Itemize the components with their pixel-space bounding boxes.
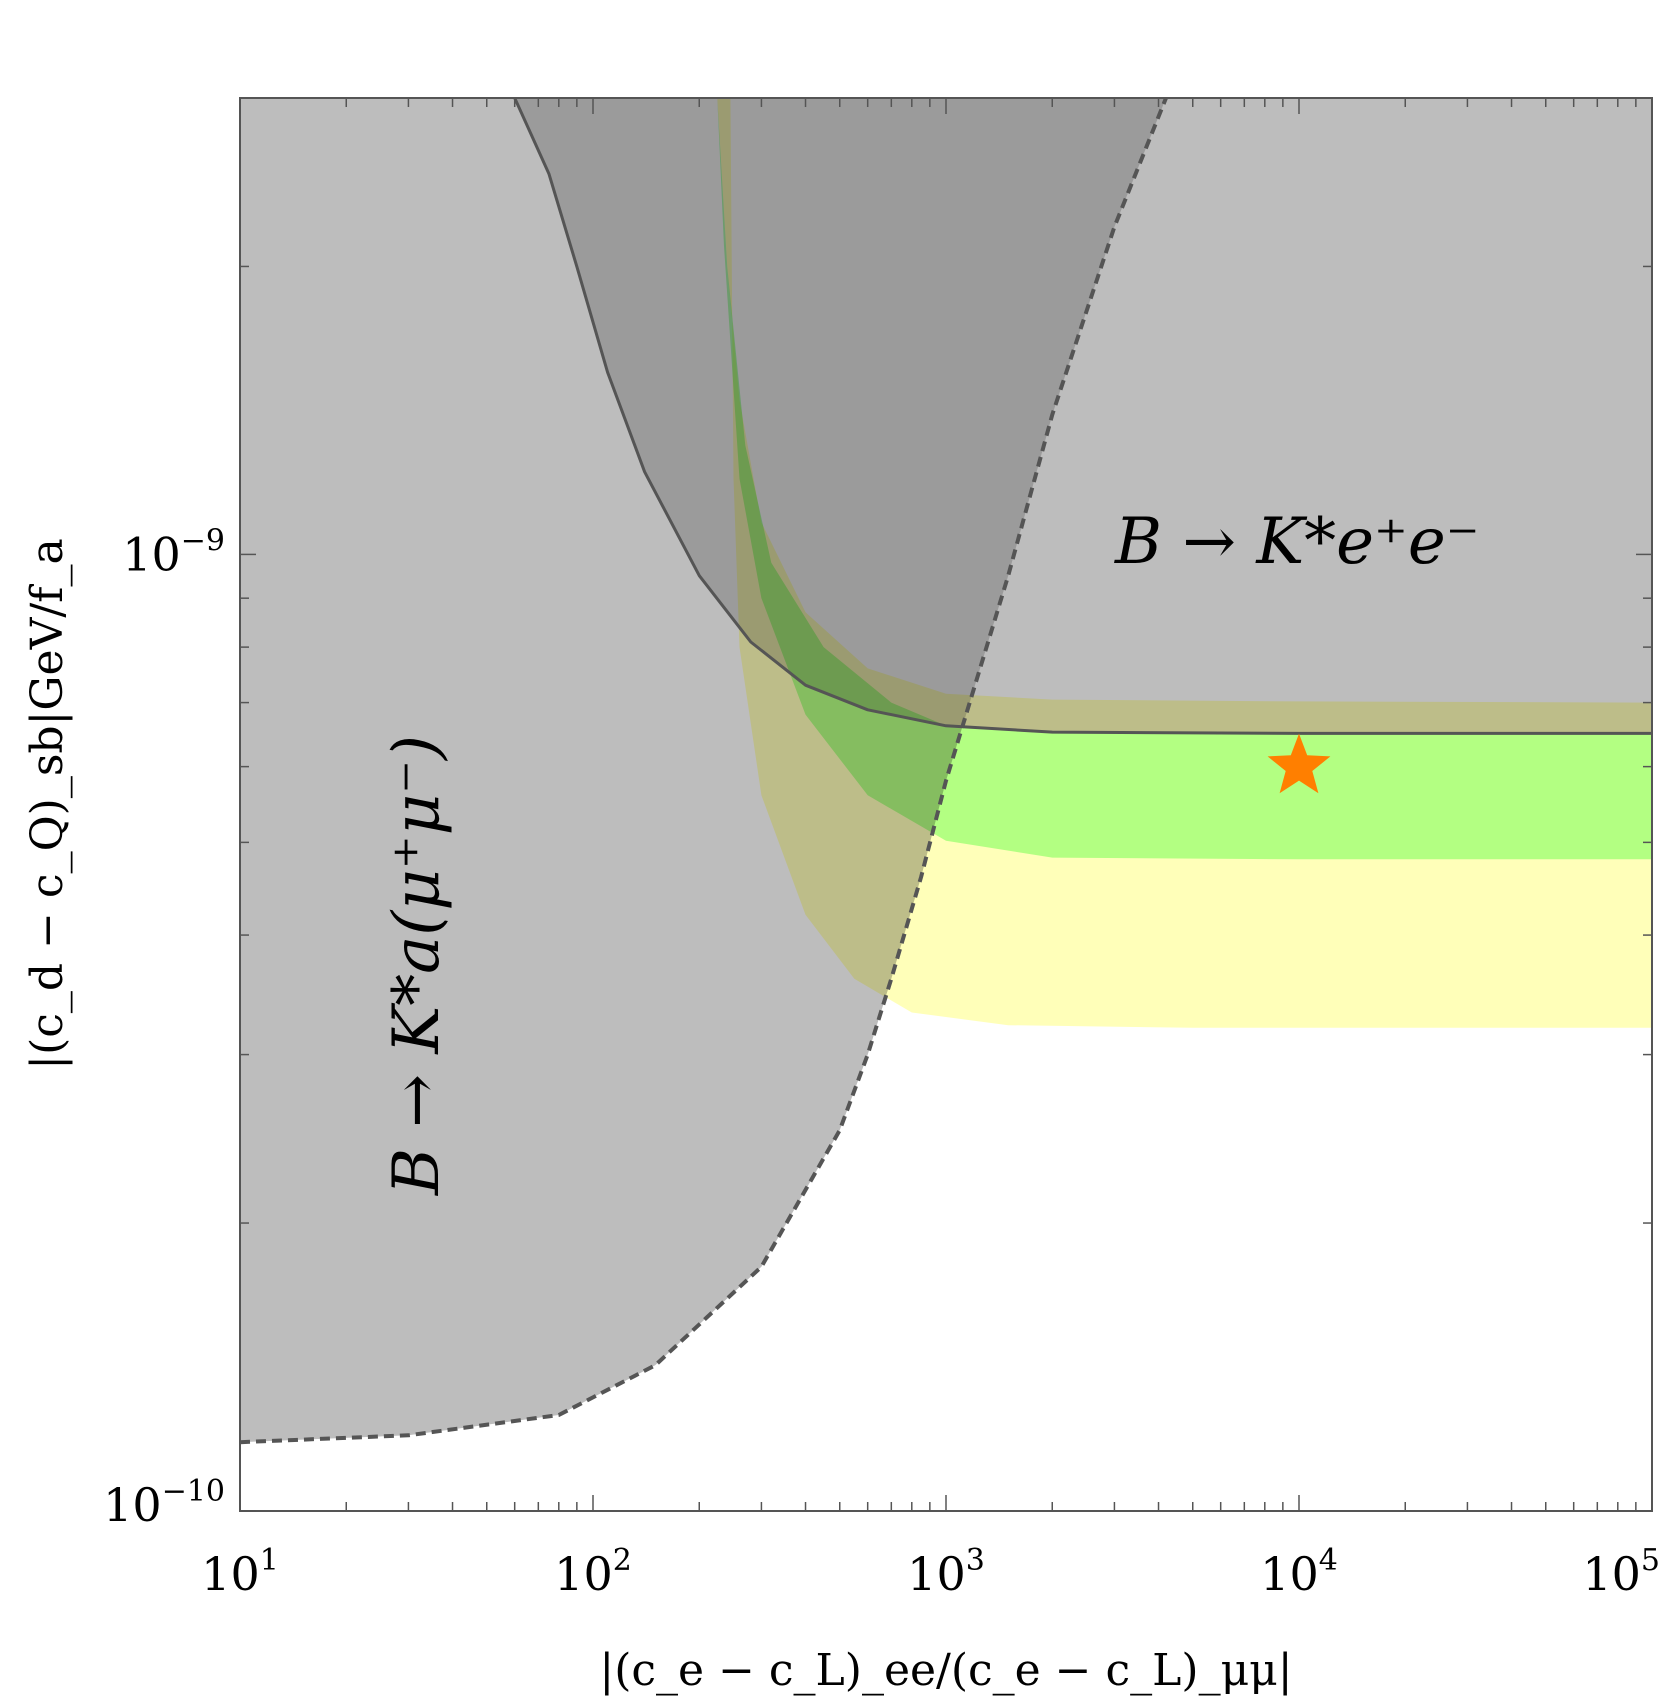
x-tick-label: 105 xyxy=(1582,1543,1660,1601)
x-tick-label: 103 xyxy=(907,1543,985,1601)
best-fit-star-icon xyxy=(1267,733,1331,794)
region-label-electron: B → K*e⁺e⁻ xyxy=(1114,505,1479,579)
x-tick-label: 104 xyxy=(1260,1543,1338,1601)
x-axis-tick-labels: 101 102 103 104 105 xyxy=(201,1543,1660,1601)
boundary-line-solid xyxy=(513,98,1652,735)
y-axis-title: |(c_d − c_Q)_sb|GeV/f_a xyxy=(22,538,73,1069)
y-tick-label: 10−10 xyxy=(103,1474,225,1532)
boundary-line-dashed xyxy=(240,98,1168,1445)
x-tick-label: 102 xyxy=(554,1543,632,1601)
y-tick-label: 10−9 xyxy=(122,523,225,581)
y-axis-ticks xyxy=(240,265,1652,1512)
y-axis-tick-labels: 10−9 10−10 xyxy=(103,523,225,1532)
x-axis-title: |(c_e − c_L)_ee/(c_e − c_L)_μμ| xyxy=(599,1645,1292,1696)
x-tick-label: 101 xyxy=(201,1543,279,1601)
x-axis-ticks xyxy=(239,98,1637,1511)
band-1sigma xyxy=(717,98,1652,860)
region-label-muon: B → K*a(μ⁺μ⁻) xyxy=(380,735,454,1196)
plot-area xyxy=(240,98,1652,1511)
